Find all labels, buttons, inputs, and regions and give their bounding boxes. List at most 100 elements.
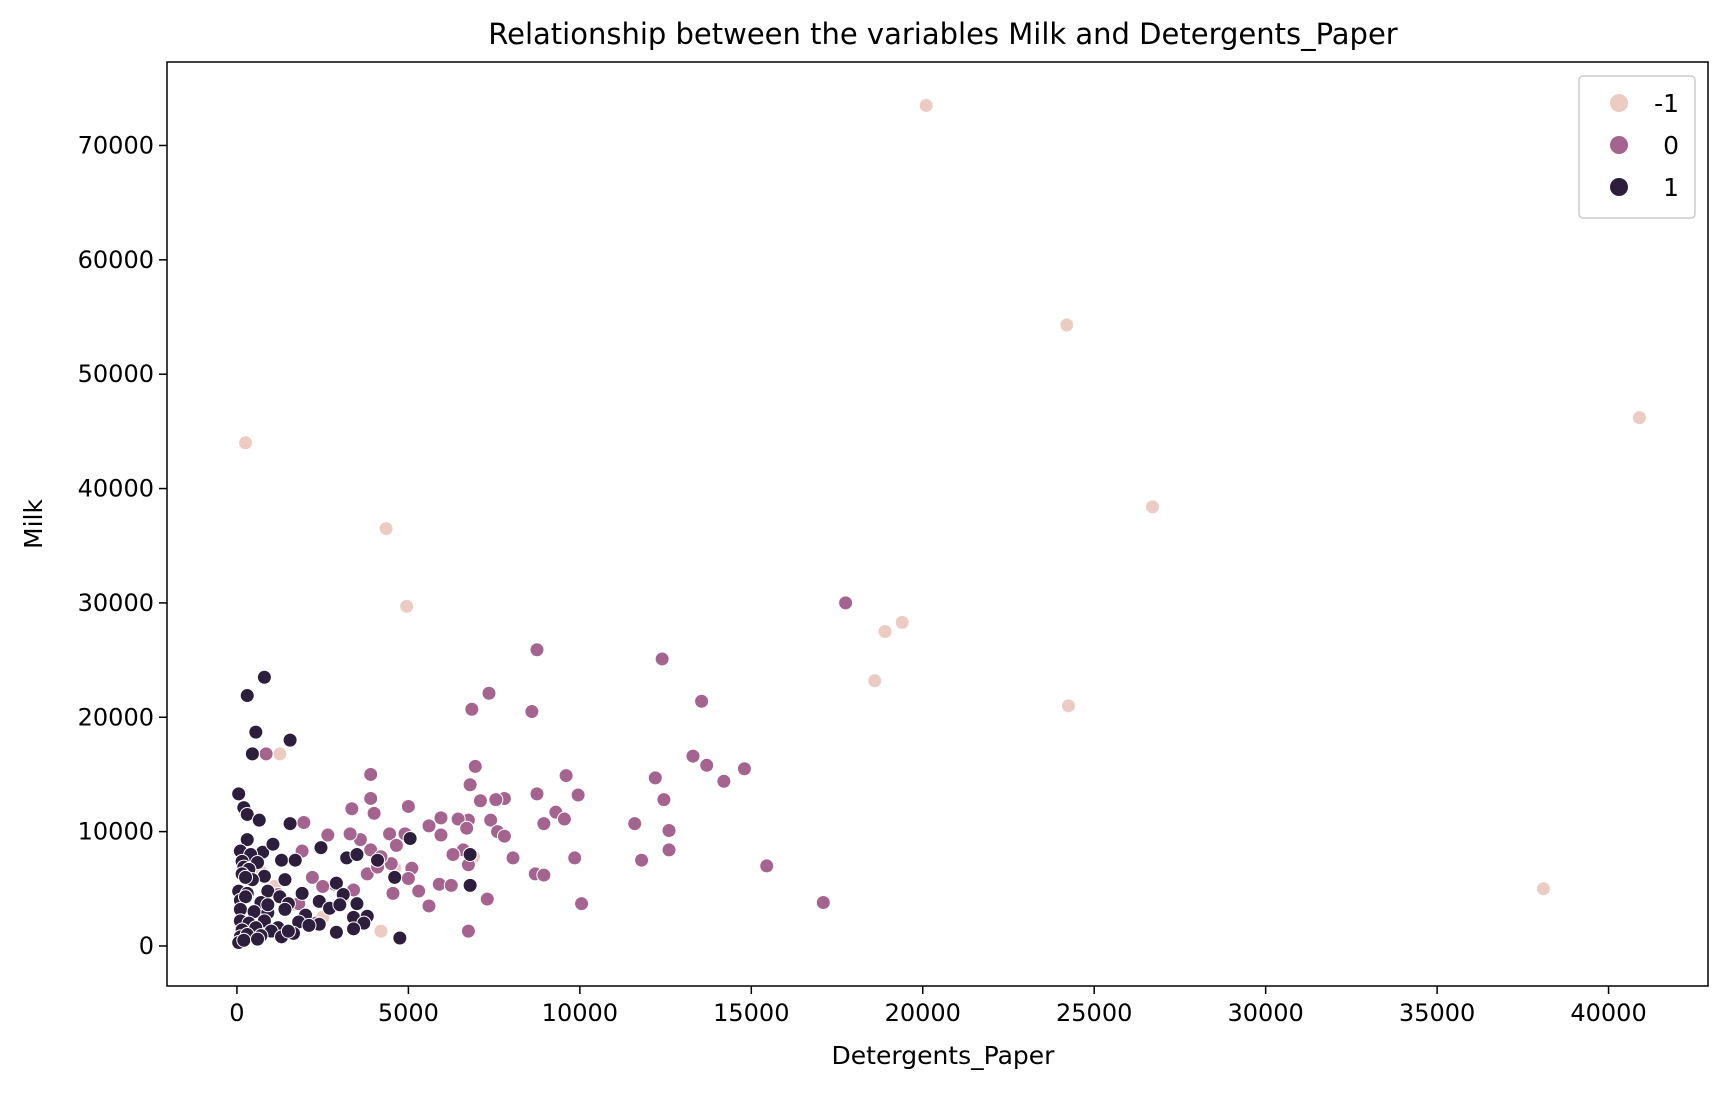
data-point-class-0 (433, 827, 449, 843)
data-point-class-0 (685, 748, 701, 764)
data-point-class-1 (260, 897, 276, 913)
data-point-class-0 (567, 850, 583, 866)
data-point-class-1 (349, 896, 365, 912)
data-point-class-1 (238, 869, 254, 885)
data-point-class-1 (301, 917, 317, 933)
plot-area-frame (166, 61, 1709, 987)
data-point-class-0 (654, 651, 670, 667)
data-point-class-0 (736, 761, 752, 777)
data-point-class--1 (272, 746, 288, 762)
data-point-class-1 (274, 852, 290, 868)
data-point-class-0 (524, 704, 540, 720)
data-point-class-0 (815, 895, 831, 911)
data-point-class-0 (496, 828, 512, 844)
data-point-class-0 (479, 891, 495, 907)
x-tick-label: 10000 (542, 999, 618, 1027)
data-point-class-0 (483, 812, 499, 828)
data-point-class-1 (462, 846, 478, 862)
y-axis-label: Milk (19, 499, 48, 549)
data-point-class-1 (328, 924, 344, 940)
data-point-class-1 (244, 746, 260, 762)
data-point-class-0 (366, 805, 382, 821)
data-point-class-0 (647, 770, 663, 786)
x-tick-label: 20000 (885, 999, 961, 1027)
legend-marker (1610, 136, 1628, 154)
data-point-class-0 (574, 896, 590, 912)
legend-label: 1 (1663, 173, 1679, 202)
data-point-class-0 (359, 866, 375, 882)
data-point-class-0 (556, 811, 572, 827)
data-point-class-1 (370, 852, 386, 868)
data-point-class--1 (1535, 881, 1551, 897)
data-point-class--1 (1060, 698, 1076, 714)
data-point-class-0 (388, 837, 404, 853)
data-point-class-0 (570, 787, 586, 803)
data-point-class-1 (250, 931, 266, 947)
y-tick-label: 70000 (78, 131, 154, 159)
x-tick-label: 40000 (1570, 999, 1646, 1027)
x-tick-label: 30000 (1227, 999, 1303, 1027)
data-point-class-0 (400, 871, 416, 887)
data-point-class--1 (1144, 499, 1160, 515)
data-point-class-0 (529, 642, 545, 658)
data-point-class-1 (402, 830, 418, 846)
data-point-class--1 (378, 521, 394, 537)
data-point-class-1 (277, 872, 293, 888)
data-point-class-1 (236, 932, 252, 948)
x-axis-label: Detergents_Paper (832, 1041, 1056, 1070)
data-point-class-0 (481, 685, 497, 701)
data-point-class-0 (464, 701, 480, 717)
data-point-class-1 (282, 816, 298, 832)
data-point-class-0 (363, 766, 379, 782)
data-point-class-0 (445, 846, 461, 862)
data-point-class-0 (342, 826, 358, 842)
y-tick-label: 20000 (78, 703, 154, 731)
legend-marker (1610, 178, 1628, 196)
y-tick-label: 40000 (78, 475, 154, 503)
data-point-class-0 (421, 818, 437, 834)
data-point-class--1 (399, 598, 415, 614)
data-point-class-1 (313, 840, 329, 856)
data-point-class-0 (433, 810, 449, 826)
data-point-class-0 (536, 816, 552, 832)
data-point-class-0 (488, 792, 504, 808)
data-point-class-0 (529, 786, 545, 802)
data-points (231, 97, 1647, 951)
data-point-class-0 (383, 856, 399, 872)
legend-box (1578, 75, 1696, 219)
y-axis-ticks: 0 10000 20000 30000 40000 50000 60000 70000 (78, 131, 167, 960)
data-point-class-0 (460, 923, 476, 939)
y-tick-label: 0 (139, 932, 154, 960)
data-point-class-0 (838, 595, 854, 611)
data-point-class-1 (311, 893, 327, 909)
data-point-class-1 (349, 846, 365, 862)
data-point-class-1 (265, 836, 281, 852)
data-point-class-0 (661, 822, 677, 838)
data-point-class-1 (238, 889, 254, 905)
y-tick-label: 50000 (78, 360, 154, 388)
data-point-class-0 (759, 858, 775, 874)
data-point-class-0 (304, 869, 320, 885)
data-point-class--1 (867, 673, 883, 689)
data-point-class-0 (400, 798, 416, 814)
data-point-class-0 (467, 758, 483, 774)
x-tick-label: 35000 (1399, 999, 1475, 1027)
data-point-class-0 (320, 827, 336, 843)
y-tick-label: 10000 (78, 818, 154, 846)
data-point-class-0 (661, 842, 677, 858)
legend-label: 0 (1663, 131, 1679, 160)
data-point-class-1 (256, 669, 272, 685)
data-point-class-1 (231, 786, 247, 802)
data-point-class-0 (411, 883, 427, 899)
data-point-class-1 (280, 923, 296, 939)
data-point-class--1 (877, 623, 893, 639)
legend-label: -1 (1654, 89, 1679, 118)
data-point-class-1 (346, 921, 362, 937)
x-axis-ticks: 0 5000 10000 15000 20000 25000 30000 35000 40000 (229, 986, 1647, 1027)
data-point-class-0 (505, 850, 521, 866)
data-point-class--1 (373, 923, 389, 939)
data-point-class-1 (328, 875, 344, 891)
data-point-class-1 (248, 724, 264, 740)
data-point-class--1 (918, 97, 934, 113)
data-point-class-0 (258, 746, 274, 762)
